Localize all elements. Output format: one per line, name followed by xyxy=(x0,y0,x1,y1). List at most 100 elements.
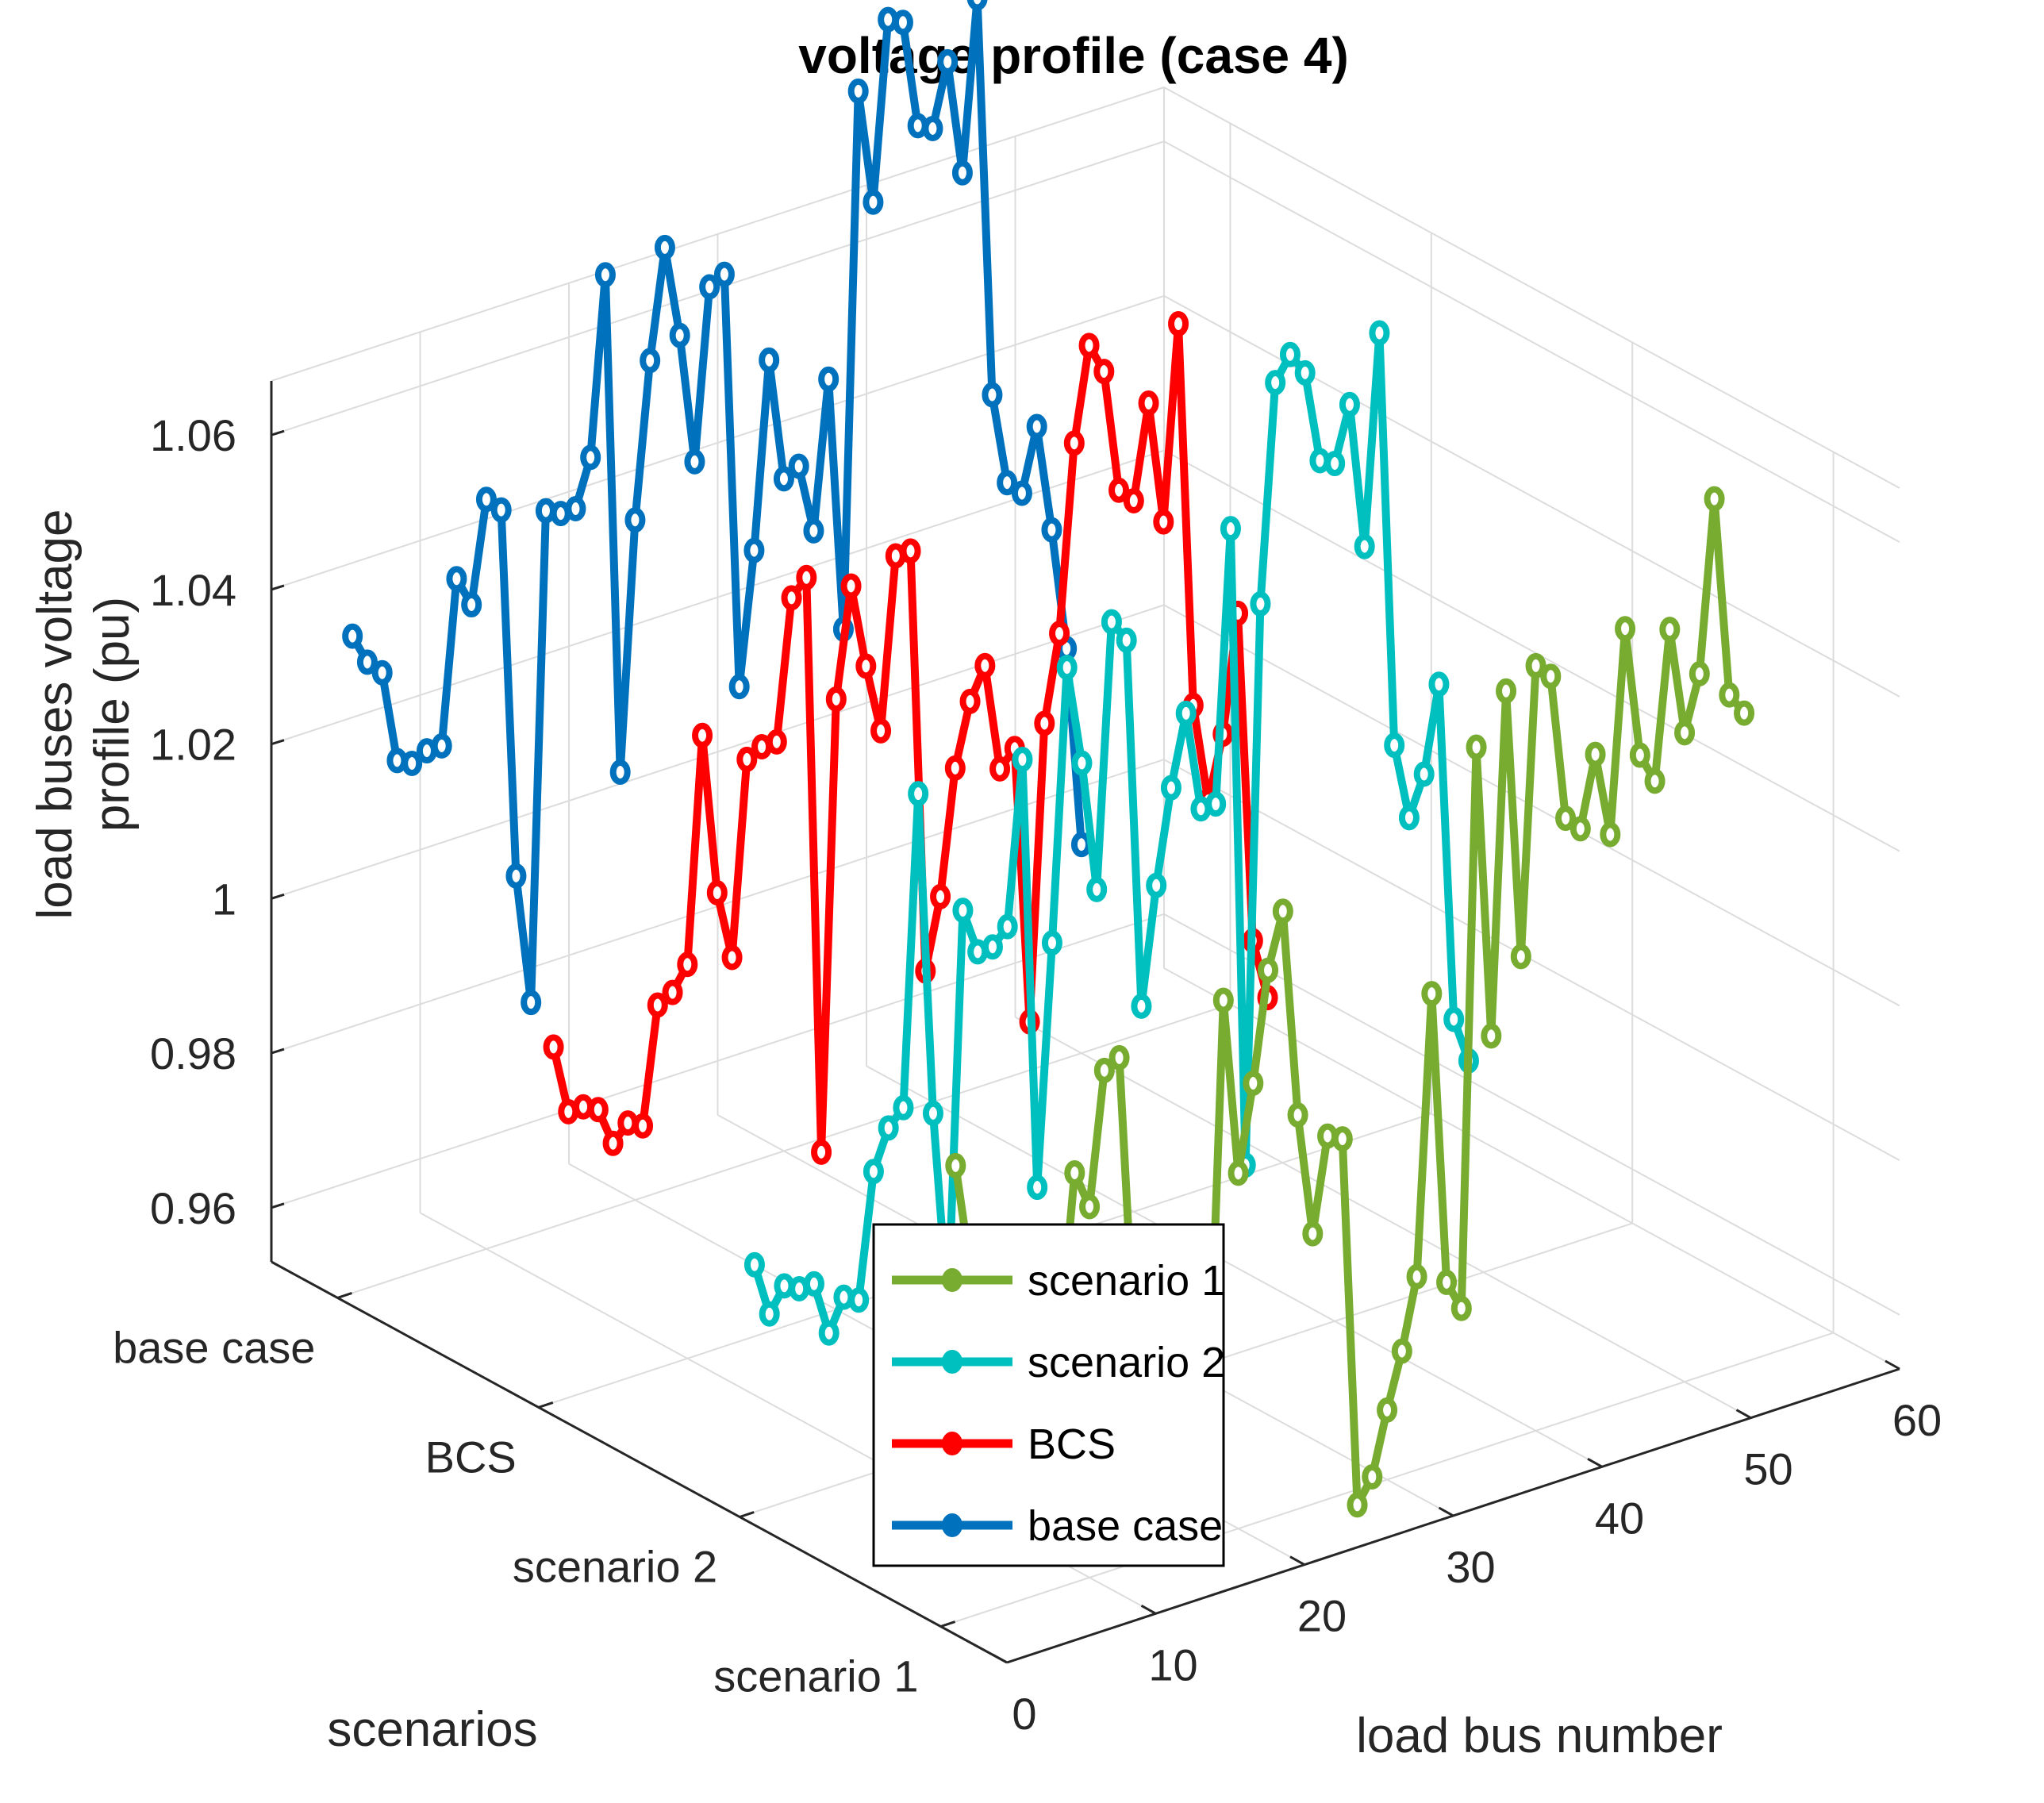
data-point xyxy=(1644,768,1666,794)
data-point xyxy=(945,1152,966,1178)
data-point xyxy=(1093,359,1115,385)
data-point xyxy=(1049,621,1070,647)
z-tick-label: 0.96 xyxy=(150,1183,236,1233)
data-point xyxy=(989,755,1011,782)
data-point xyxy=(1615,616,1636,642)
data-point xyxy=(580,444,601,471)
z-tick xyxy=(271,1202,285,1209)
data-point xyxy=(759,347,780,373)
legend-marker xyxy=(942,1350,962,1374)
data-point xyxy=(892,10,913,36)
data-point xyxy=(1496,678,1517,704)
data-point xyxy=(863,1159,884,1185)
data-point xyxy=(461,592,482,618)
data-point xyxy=(632,1113,654,1139)
data-point xyxy=(677,951,698,978)
data-point xyxy=(1258,957,1279,983)
series-scenario-2 xyxy=(743,320,1479,1346)
data-point xyxy=(565,495,586,521)
data-point xyxy=(1331,1126,1353,1152)
data-point xyxy=(1175,700,1197,726)
data-point xyxy=(1086,876,1108,902)
series-BCS xyxy=(543,311,1278,1165)
box-edge xyxy=(1163,86,1900,489)
data-point xyxy=(505,863,527,889)
data-point xyxy=(1078,333,1100,359)
data-point xyxy=(878,1115,899,1141)
data-point xyxy=(847,78,869,104)
data-point xyxy=(1153,509,1174,535)
x-tick xyxy=(1885,1359,1900,1371)
x-tick-label: 40 xyxy=(1595,1493,1644,1543)
data-point xyxy=(1272,898,1293,925)
y-tick xyxy=(336,1292,352,1299)
data-point xyxy=(1377,1397,1398,1423)
legend-label: scenario 1 xyxy=(1028,1257,1225,1305)
data-point xyxy=(1212,987,1234,1013)
legend-marker xyxy=(942,1513,962,1537)
data-point xyxy=(1265,370,1286,396)
z-tick-label: 1.02 xyxy=(150,720,236,770)
legend-label: scenario 2 xyxy=(1028,1339,1225,1386)
y-axis-label: scenarios xyxy=(327,1702,537,1757)
data-point xyxy=(1540,663,1562,690)
data-point xyxy=(788,453,809,479)
data-point xyxy=(669,322,690,348)
data-point xyxy=(1443,1006,1465,1032)
data-point xyxy=(952,898,974,924)
data-point xyxy=(490,497,512,523)
legend-marker xyxy=(942,1268,962,1292)
y-tick-label: scenario 2 xyxy=(513,1542,717,1592)
grid-line xyxy=(1163,140,1900,544)
data-point xyxy=(342,623,363,649)
data-point xyxy=(721,944,743,971)
data-point xyxy=(944,755,966,781)
grid-line xyxy=(940,1332,1834,1628)
x-tick xyxy=(1587,1458,1603,1468)
data-point xyxy=(974,652,996,679)
data-point xyxy=(543,1034,564,1060)
data-point xyxy=(662,979,683,1005)
data-point xyxy=(1369,320,1390,346)
data-point xyxy=(1168,311,1189,337)
data-point xyxy=(1064,1159,1085,1186)
data-point xyxy=(1659,617,1681,643)
data-point xyxy=(728,674,750,700)
data-point xyxy=(1146,872,1167,898)
data-point xyxy=(743,537,765,563)
data-point xyxy=(1041,517,1062,543)
data-point xyxy=(922,1100,943,1126)
legend-item[interactable]: base case xyxy=(892,1502,1223,1550)
x-tick-label: 10 xyxy=(1148,1640,1197,1690)
x-tick-label: 60 xyxy=(1892,1395,1942,1445)
legend-label: base case xyxy=(1028,1502,1223,1550)
data-point xyxy=(587,1097,609,1123)
data-point xyxy=(446,566,467,592)
data-point xyxy=(1704,486,1725,512)
legend-item[interactable]: scenario 1 xyxy=(892,1257,1225,1305)
data-point xyxy=(1027,1174,1048,1201)
legend[interactable]: scenario 1 scenario 2 BCS base case xyxy=(872,1223,1225,1567)
data-point xyxy=(1398,805,1420,831)
legend-marker xyxy=(942,1432,962,1455)
data-point xyxy=(1570,816,1591,842)
grid-line xyxy=(337,1003,1231,1299)
data-point xyxy=(818,1320,840,1346)
z-tick-label: 1.04 xyxy=(150,565,236,615)
data-point xyxy=(937,48,959,75)
x-tick xyxy=(992,1653,1008,1664)
legend-item[interactable]: scenario 2 xyxy=(892,1339,1225,1386)
legend-item[interactable]: BCS xyxy=(892,1420,1116,1468)
data-point xyxy=(654,234,675,260)
data-point xyxy=(1629,742,1650,768)
axes xyxy=(270,381,1900,1664)
grid-line xyxy=(1163,295,1900,698)
z-axis-label: load buses voltageprofile (pu) xyxy=(28,509,140,919)
y-axis xyxy=(271,1260,1008,1664)
data-point xyxy=(840,573,862,599)
z-tick-label: 1.06 xyxy=(150,410,236,460)
data-point xyxy=(1041,930,1062,956)
y-tick xyxy=(739,1511,755,1518)
data-point xyxy=(1228,1160,1249,1186)
